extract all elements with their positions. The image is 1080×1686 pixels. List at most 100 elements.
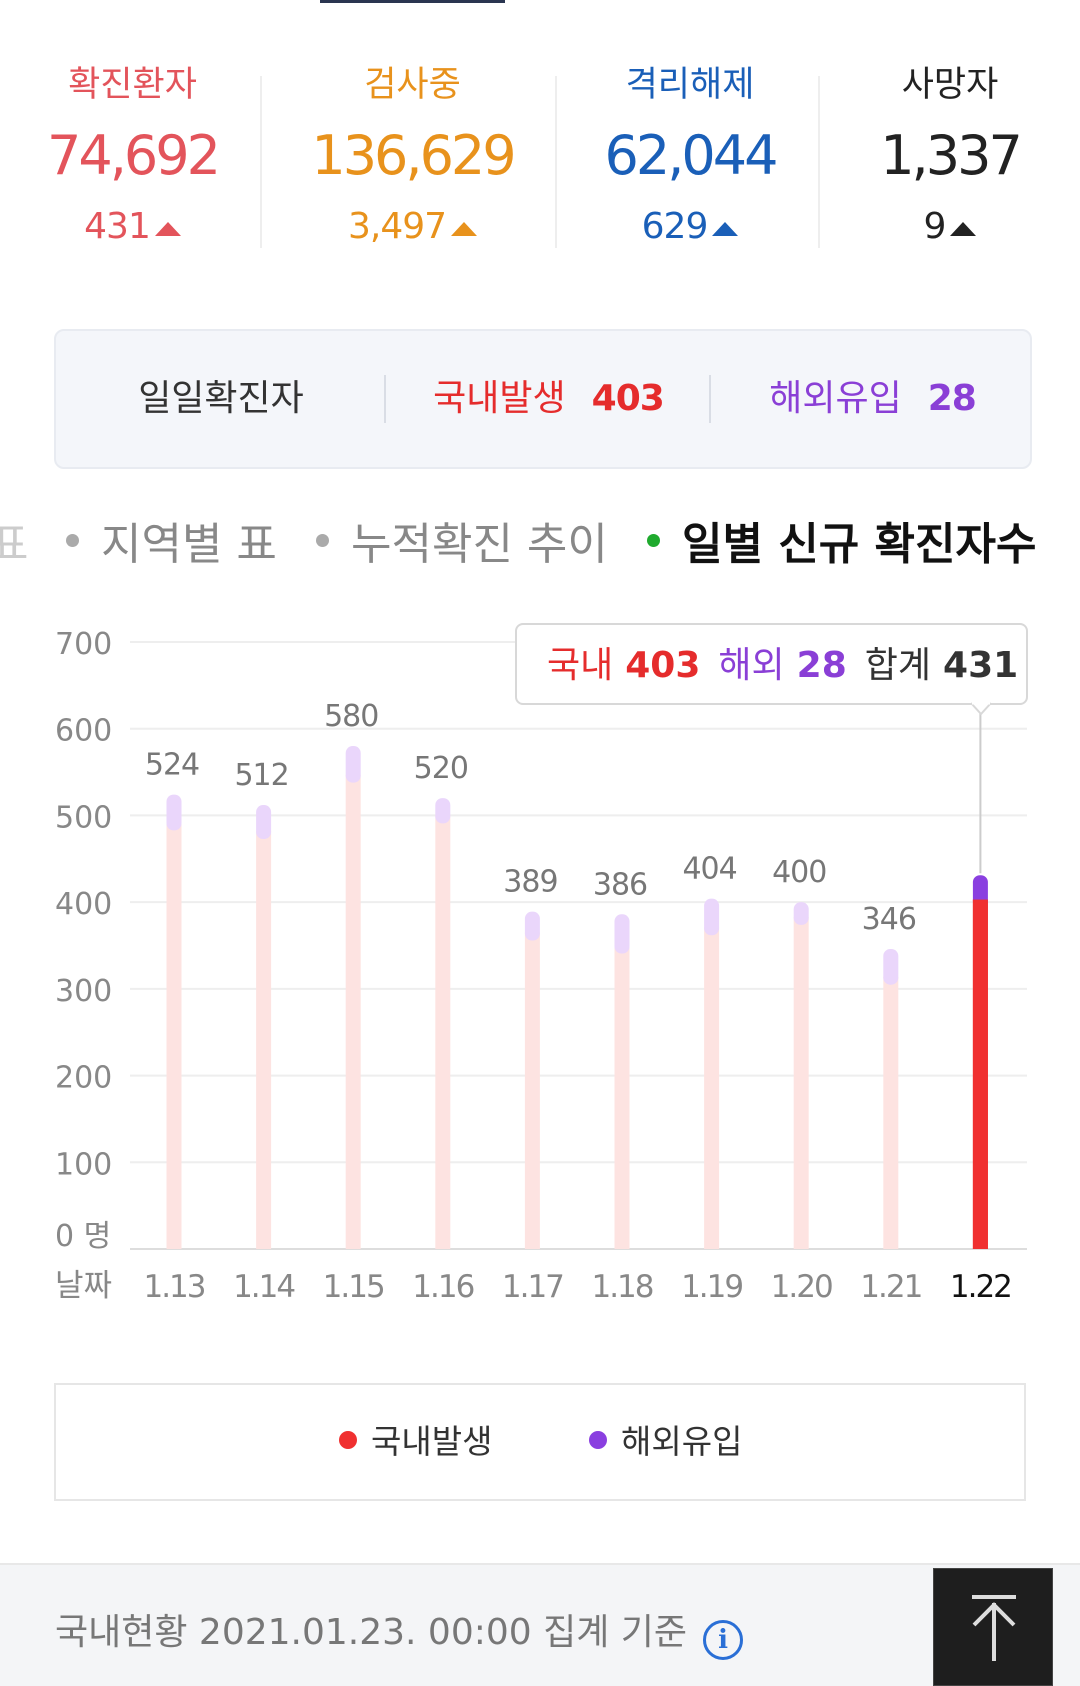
stats-summary: 확진환자 74,692 431 검사중 136,629 3,497 격리해제 6… <box>0 60 1080 260</box>
bar-total-labels: 524 512 580 520 389 386 404 400 346 <box>145 699 917 937</box>
bar-overseas <box>883 948 899 985</box>
arrow-up-icon <box>972 1595 1016 1661</box>
daily-overseas: 해외유입 28 <box>711 331 1034 467</box>
tooltip-domestic-value: 403 <box>625 645 700 686</box>
stat-divider <box>555 76 557 248</box>
bar-overseas <box>793 902 809 925</box>
increase-triangle-icon <box>712 222 739 236</box>
stat-confirmed: 확진환자 74,692 431 <box>30 60 235 260</box>
stat-delta: 431 <box>30 202 235 252</box>
legend-item-overseas[interactable]: 해외유입 <box>589 1385 742 1499</box>
tab-label: 누적확진 추이 <box>351 519 608 570</box>
stat-delta-value: 9 <box>923 206 947 247</box>
stat-released: 격리해제 62,044 629 <box>590 60 790 260</box>
y-axis: 0 명 100 200 300 400 500 600 700 <box>55 627 112 1254</box>
bar-overseas <box>704 898 720 936</box>
bar-total-label: 404 <box>682 852 736 887</box>
tab-dot-icon <box>316 534 329 547</box>
bar-total-label: 386 <box>593 867 647 902</box>
stat-value: 74,692 <box>47 124 221 187</box>
stat-divider <box>818 76 820 248</box>
stat-value: 136,629 <box>311 124 516 187</box>
tab-label: 일별 신규 확진자수 <box>682 519 1037 570</box>
bar-domestic <box>345 774 361 1249</box>
x-tick-label: 1.16 <box>412 1269 473 1305</box>
scroll-to-top-button[interactable] <box>933 1568 1053 1686</box>
bar-total-label: 580 <box>324 699 378 734</box>
bar-domestic <box>435 815 451 1249</box>
x-tick-label: 1.18 <box>591 1269 652 1305</box>
bar-total-label: 512 <box>234 758 288 793</box>
bar-domestic <box>614 945 630 1249</box>
chart-legend: 국내발생 해외유입 <box>54 1383 1026 1501</box>
legend-dot-icon <box>339 1431 357 1449</box>
stat-label: 확진환자 <box>68 65 197 105</box>
tab-daily-new-cases[interactable]: 일별 신규 확진자수 <box>647 510 1036 580</box>
increase-triangle-icon <box>154 222 181 236</box>
x-tick-label: 1.19 <box>681 1269 742 1305</box>
tab-region-table[interactable]: 지역별 표 <box>66 510 277 580</box>
y-tick-label: 100 <box>55 1147 112 1182</box>
y-tick-label: 200 <box>55 1061 112 1096</box>
stat-delta: 9 <box>850 202 1050 252</box>
tooltip-overseas-value: 28 <box>797 645 847 686</box>
tooltip-text: 국내 403 해외 28 합계 431 <box>547 645 1018 686</box>
footer-basis-text: 국내현황 2021.01.23. 00:00 집계 기준 i <box>55 1565 744 1685</box>
daily-domestic-label: 국내발생 <box>433 378 566 419</box>
tab-partial[interactable]: 표 <box>0 519 29 570</box>
stat-delta-value: 431 <box>84 206 151 247</box>
info-icon[interactable]: i <box>703 1620 744 1660</box>
bar-domestic <box>256 831 272 1249</box>
daily-overseas-value: 28 <box>927 378 977 419</box>
tab-dot-icon <box>66 534 79 547</box>
bar-total-label: 346 <box>862 902 916 937</box>
legend-dot-icon <box>589 1431 607 1449</box>
tooltip-total-value: 431 <box>943 645 1018 686</box>
stat-value: 62,044 <box>604 124 779 187</box>
bar-domestic <box>883 976 899 1249</box>
y-tick-label: 300 <box>55 974 112 1009</box>
stat-delta: 629 <box>590 202 790 252</box>
tab-label: 지역별 표 <box>101 519 277 570</box>
bar-overseas <box>345 746 361 783</box>
bar-overseas <box>435 798 451 824</box>
y-tick-label: 0 명 <box>55 1219 111 1254</box>
bar-total-label: 400 <box>772 855 826 890</box>
stat-divider <box>260 76 262 248</box>
bar-total-label: 524 <box>145 748 199 783</box>
chart-bars <box>166 746 988 1249</box>
stat-label: 격리해제 <box>625 65 755 105</box>
tooltip-overseas-label: 해외 <box>718 645 784 686</box>
stat-value: 1,337 <box>880 124 1023 187</box>
bar-total-label: 520 <box>414 751 468 786</box>
x-tick-label: 1.17 <box>502 1269 563 1305</box>
bar-total-label: 389 <box>503 865 557 900</box>
bar-overseas <box>166 794 182 831</box>
footer: 국내현황 2021.01.23. 00:00 집계 기준 i <box>0 1563 1080 1686</box>
bar-domestic <box>793 916 809 1249</box>
x-tick-label: 1.13 <box>143 1269 204 1305</box>
legend-label: 해외유입 <box>621 1422 743 1461</box>
tooltip-domestic-label: 국내 <box>547 645 613 686</box>
tab-cumulative-trend[interactable]: 누적확진 추이 <box>316 510 608 580</box>
x-tick-label: 1.14 <box>233 1269 294 1305</box>
y-tick-label: 500 <box>55 800 112 835</box>
bar-domestic <box>166 822 182 1249</box>
increase-triangle-icon <box>950 222 977 236</box>
stat-testing: 검사중 136,629 3,497 <box>300 60 525 260</box>
daily-divider <box>709 375 711 423</box>
x-tick-label: 1.15 <box>323 1269 384 1305</box>
tab-active-dot-icon <box>647 534 660 547</box>
daily-domestic-value: 403 <box>591 378 665 419</box>
daily-divider <box>384 375 386 423</box>
daily-domestic: 국내발생 403 <box>386 331 711 467</box>
bar-overseas <box>524 911 540 941</box>
x-tick-label: 1.22 <box>950 1269 1011 1305</box>
x-tick-label: 1.21 <box>860 1269 921 1305</box>
footer-text: 국내현황 2021.01.23. 00:00 집계 기준 <box>55 1612 688 1653</box>
legend-item-domestic[interactable]: 국내발생 <box>339 1385 492 1499</box>
daily-cases-chart: 0 명 100 200 300 400 500 600 700 524 512 580 520 389… <box>55 623 1028 1305</box>
x-axis-label: 날짜 <box>55 1268 112 1304</box>
stat-label: 사망자 <box>901 65 999 105</box>
bar-overseas <box>256 805 272 840</box>
